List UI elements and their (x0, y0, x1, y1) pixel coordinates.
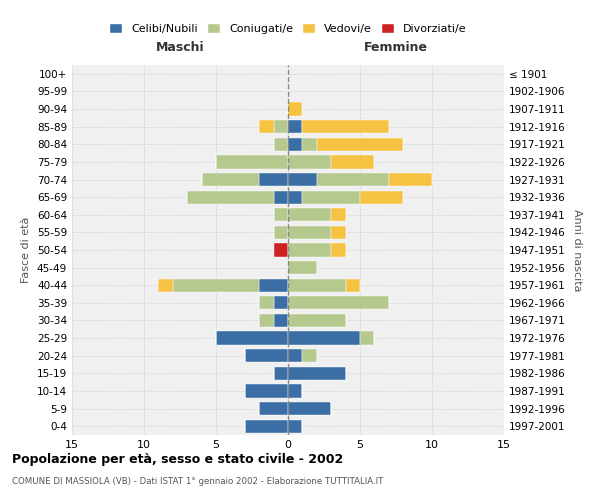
Bar (288, 244, 331, 256)
Bar (288, 349, 302, 362)
Bar (245, 349, 288, 362)
Bar (331, 226, 346, 239)
Bar (288, 190, 302, 204)
Bar (245, 384, 288, 398)
Bar (274, 208, 288, 222)
Bar (158, 278, 173, 292)
Bar (360, 332, 374, 344)
Bar (259, 173, 288, 186)
Bar (288, 261, 317, 274)
Bar (202, 173, 259, 186)
Bar (317, 138, 403, 151)
Bar (288, 278, 346, 292)
Bar (259, 120, 274, 134)
Y-axis label: Anni di nascita: Anni di nascita (572, 209, 582, 291)
Bar (274, 296, 288, 310)
Y-axis label: Fasce di età: Fasce di età (22, 217, 31, 283)
Legend: Celibi/Nubili, Coniugati/e, Vedovi/e, Divorziati/e: Celibi/Nubili, Coniugati/e, Vedovi/e, Di… (105, 19, 471, 38)
Bar (274, 226, 288, 239)
Bar (302, 349, 317, 362)
Bar (288, 120, 302, 134)
Bar (302, 190, 360, 204)
Bar (216, 332, 288, 344)
Text: Femmine: Femmine (364, 42, 428, 54)
Bar (274, 190, 288, 204)
Bar (274, 244, 288, 256)
Bar (288, 102, 302, 116)
Bar (288, 156, 331, 168)
Bar (259, 402, 288, 415)
Bar (288, 420, 302, 433)
Bar (288, 366, 346, 380)
Bar (259, 314, 274, 327)
Bar (288, 226, 331, 239)
Bar (173, 278, 259, 292)
Bar (216, 156, 288, 168)
Bar (288, 173, 317, 186)
Text: Popolazione per età, sesso e stato civile - 2002: Popolazione per età, sesso e stato civil… (12, 452, 343, 466)
Bar (274, 120, 288, 134)
Bar (360, 190, 403, 204)
Text: Maschi: Maschi (155, 42, 205, 54)
Bar (389, 173, 432, 186)
Bar (302, 120, 389, 134)
Bar (259, 296, 274, 310)
Bar (317, 173, 389, 186)
Bar (331, 156, 374, 168)
Bar (288, 296, 389, 310)
Bar (288, 332, 360, 344)
Bar (346, 278, 360, 292)
Bar (288, 208, 331, 222)
Bar (288, 138, 302, 151)
Bar (288, 314, 346, 327)
Bar (274, 314, 288, 327)
Bar (259, 278, 288, 292)
Bar (274, 138, 288, 151)
Bar (288, 402, 331, 415)
Bar (274, 366, 288, 380)
Bar (331, 244, 346, 256)
Text: COMUNE DI MASSIOLA (VB) - Dati ISTAT 1° gennaio 2002 - Elaborazione TUTTITALIA.I: COMUNE DI MASSIOLA (VB) - Dati ISTAT 1° … (12, 478, 383, 486)
Bar (245, 420, 288, 433)
Bar (288, 384, 302, 398)
Bar (331, 208, 346, 222)
Bar (302, 138, 317, 151)
Bar (187, 190, 274, 204)
